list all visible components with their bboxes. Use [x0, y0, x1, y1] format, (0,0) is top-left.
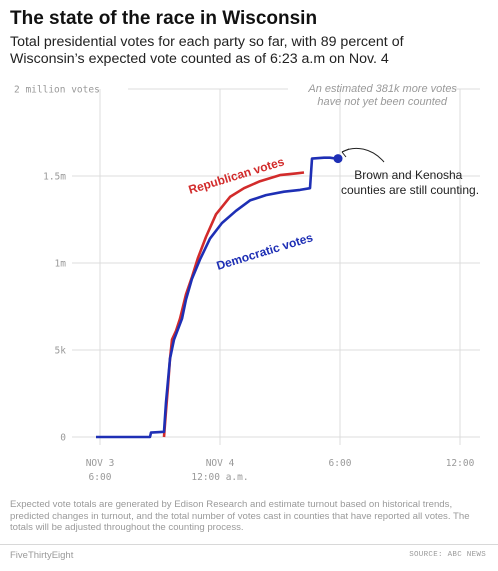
grid-lines — [72, 88, 480, 445]
y-tick-label: 1.5m — [43, 172, 66, 183]
democratic-series-label: Democratic votes — [215, 230, 315, 273]
series-layer — [96, 154, 343, 439]
counties-annotation: Brown and Kenosha counties are still cou… — [341, 168, 479, 197]
x-tick-label: NOV 3 — [86, 458, 115, 469]
remaining-votes-annotation: An estimated 381k more votes have not ye… — [307, 83, 460, 108]
x-tick-label: 6:00 — [89, 472, 112, 483]
page-subtitle: Total presidential votes for each party … — [10, 34, 404, 67]
y-tick-label: 5k — [55, 346, 67, 357]
page-title: The state of the race in Wisconsin — [10, 8, 318, 29]
x-tick-label: 12:00 a.m. — [191, 472, 248, 483]
y-tick-label: 1m — [55, 259, 67, 270]
source-credit: SOURCE: ABC NEWS — [409, 551, 486, 559]
x-tick-label: 6:00 — [329, 458, 352, 469]
annotation-arrow — [341, 147, 385, 163]
x-tick-label: 12:00 — [446, 458, 475, 469]
x-tick-label: NOV 4 — [206, 458, 235, 469]
footer-divider — [0, 544, 498, 545]
line-chart: 0 5k 1m 1.5m 2 million votes NOV 3 6:00 NOV 4 1… — [14, 83, 480, 483]
y-tick-label: 0 — [60, 433, 66, 444]
x-axis-ticks: NOV 3 6:00 NOV 4 12:00 a.m. 6:00 12:00 — [86, 458, 475, 483]
y-tick-label: 2 million votes — [14, 85, 100, 96]
methodology-note: Expected vote totals are generated by Ed… — [10, 499, 470, 533]
y-axis-ticks: 0 5k 1m 1.5m 2 million votes — [14, 85, 100, 444]
democratic-endpoint-marker — [333, 154, 343, 164]
democratic-series-line — [96, 156, 337, 439]
brand-logo: FiveThirtyEight — [10, 550, 74, 561]
annotation-arrowhead — [341, 148, 350, 158]
